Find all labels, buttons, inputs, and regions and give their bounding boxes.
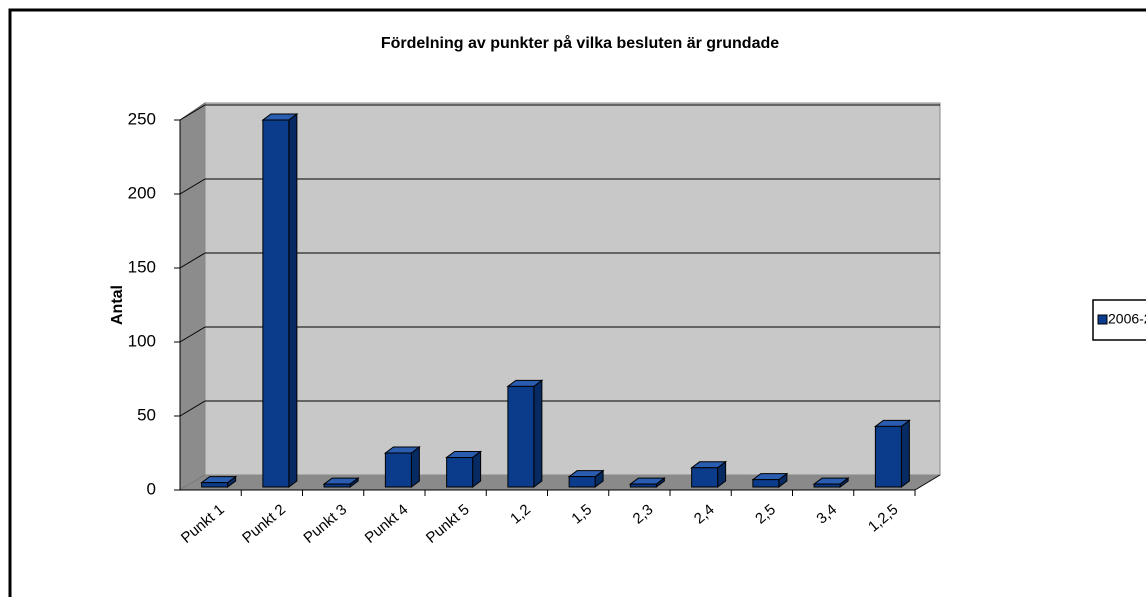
bar-front (384, 452, 412, 488)
bar-side (533, 379, 543, 488)
bar-front (691, 467, 719, 488)
bar (567, 469, 605, 488)
y-tick-label: 200 (128, 183, 156, 202)
grid-line (179, 400, 206, 417)
y-tick-label: 250 (128, 109, 156, 128)
bar (261, 113, 299, 488)
bar-front (874, 425, 902, 488)
bar (751, 472, 789, 488)
chart-title: Fördelning av punkter på vilka besluten … (381, 34, 779, 52)
bar-front (813, 483, 841, 488)
bar-front (323, 483, 351, 488)
bar (690, 460, 728, 488)
y-tick-label: 100 (128, 331, 156, 350)
bar-side (900, 419, 910, 488)
bar-front (752, 479, 780, 488)
bar (200, 475, 238, 488)
floor (180, 475, 940, 490)
legend-swatch (1097, 314, 1108, 325)
grid-line (179, 178, 206, 195)
bar (445, 450, 483, 488)
grid-line (179, 104, 206, 121)
side-wall (179, 102, 206, 491)
bar (383, 446, 421, 488)
bar-front (446, 456, 474, 488)
grid-line (179, 252, 206, 269)
legend-label: 2006-2008 (1108, 311, 1146, 327)
bar (506, 379, 544, 488)
bar (812, 477, 850, 488)
bar-front (629, 483, 657, 488)
y-tick-label: 150 (128, 257, 156, 276)
bar (322, 477, 360, 488)
grid-line (179, 326, 206, 343)
bar (628, 477, 666, 488)
y-tick-label: 50 (137, 405, 156, 424)
bar (873, 419, 911, 488)
bar-side (410, 446, 420, 488)
floor-edge (914, 474, 941, 491)
y-tick-label: 0 (147, 479, 156, 498)
bar-front (568, 476, 596, 488)
back-wall (204, 102, 941, 476)
bar-front (507, 385, 535, 488)
bar-side (288, 113, 298, 488)
bar-front (201, 482, 229, 488)
y-axis-label: Antal (109, 285, 126, 325)
bar-front (262, 119, 290, 488)
